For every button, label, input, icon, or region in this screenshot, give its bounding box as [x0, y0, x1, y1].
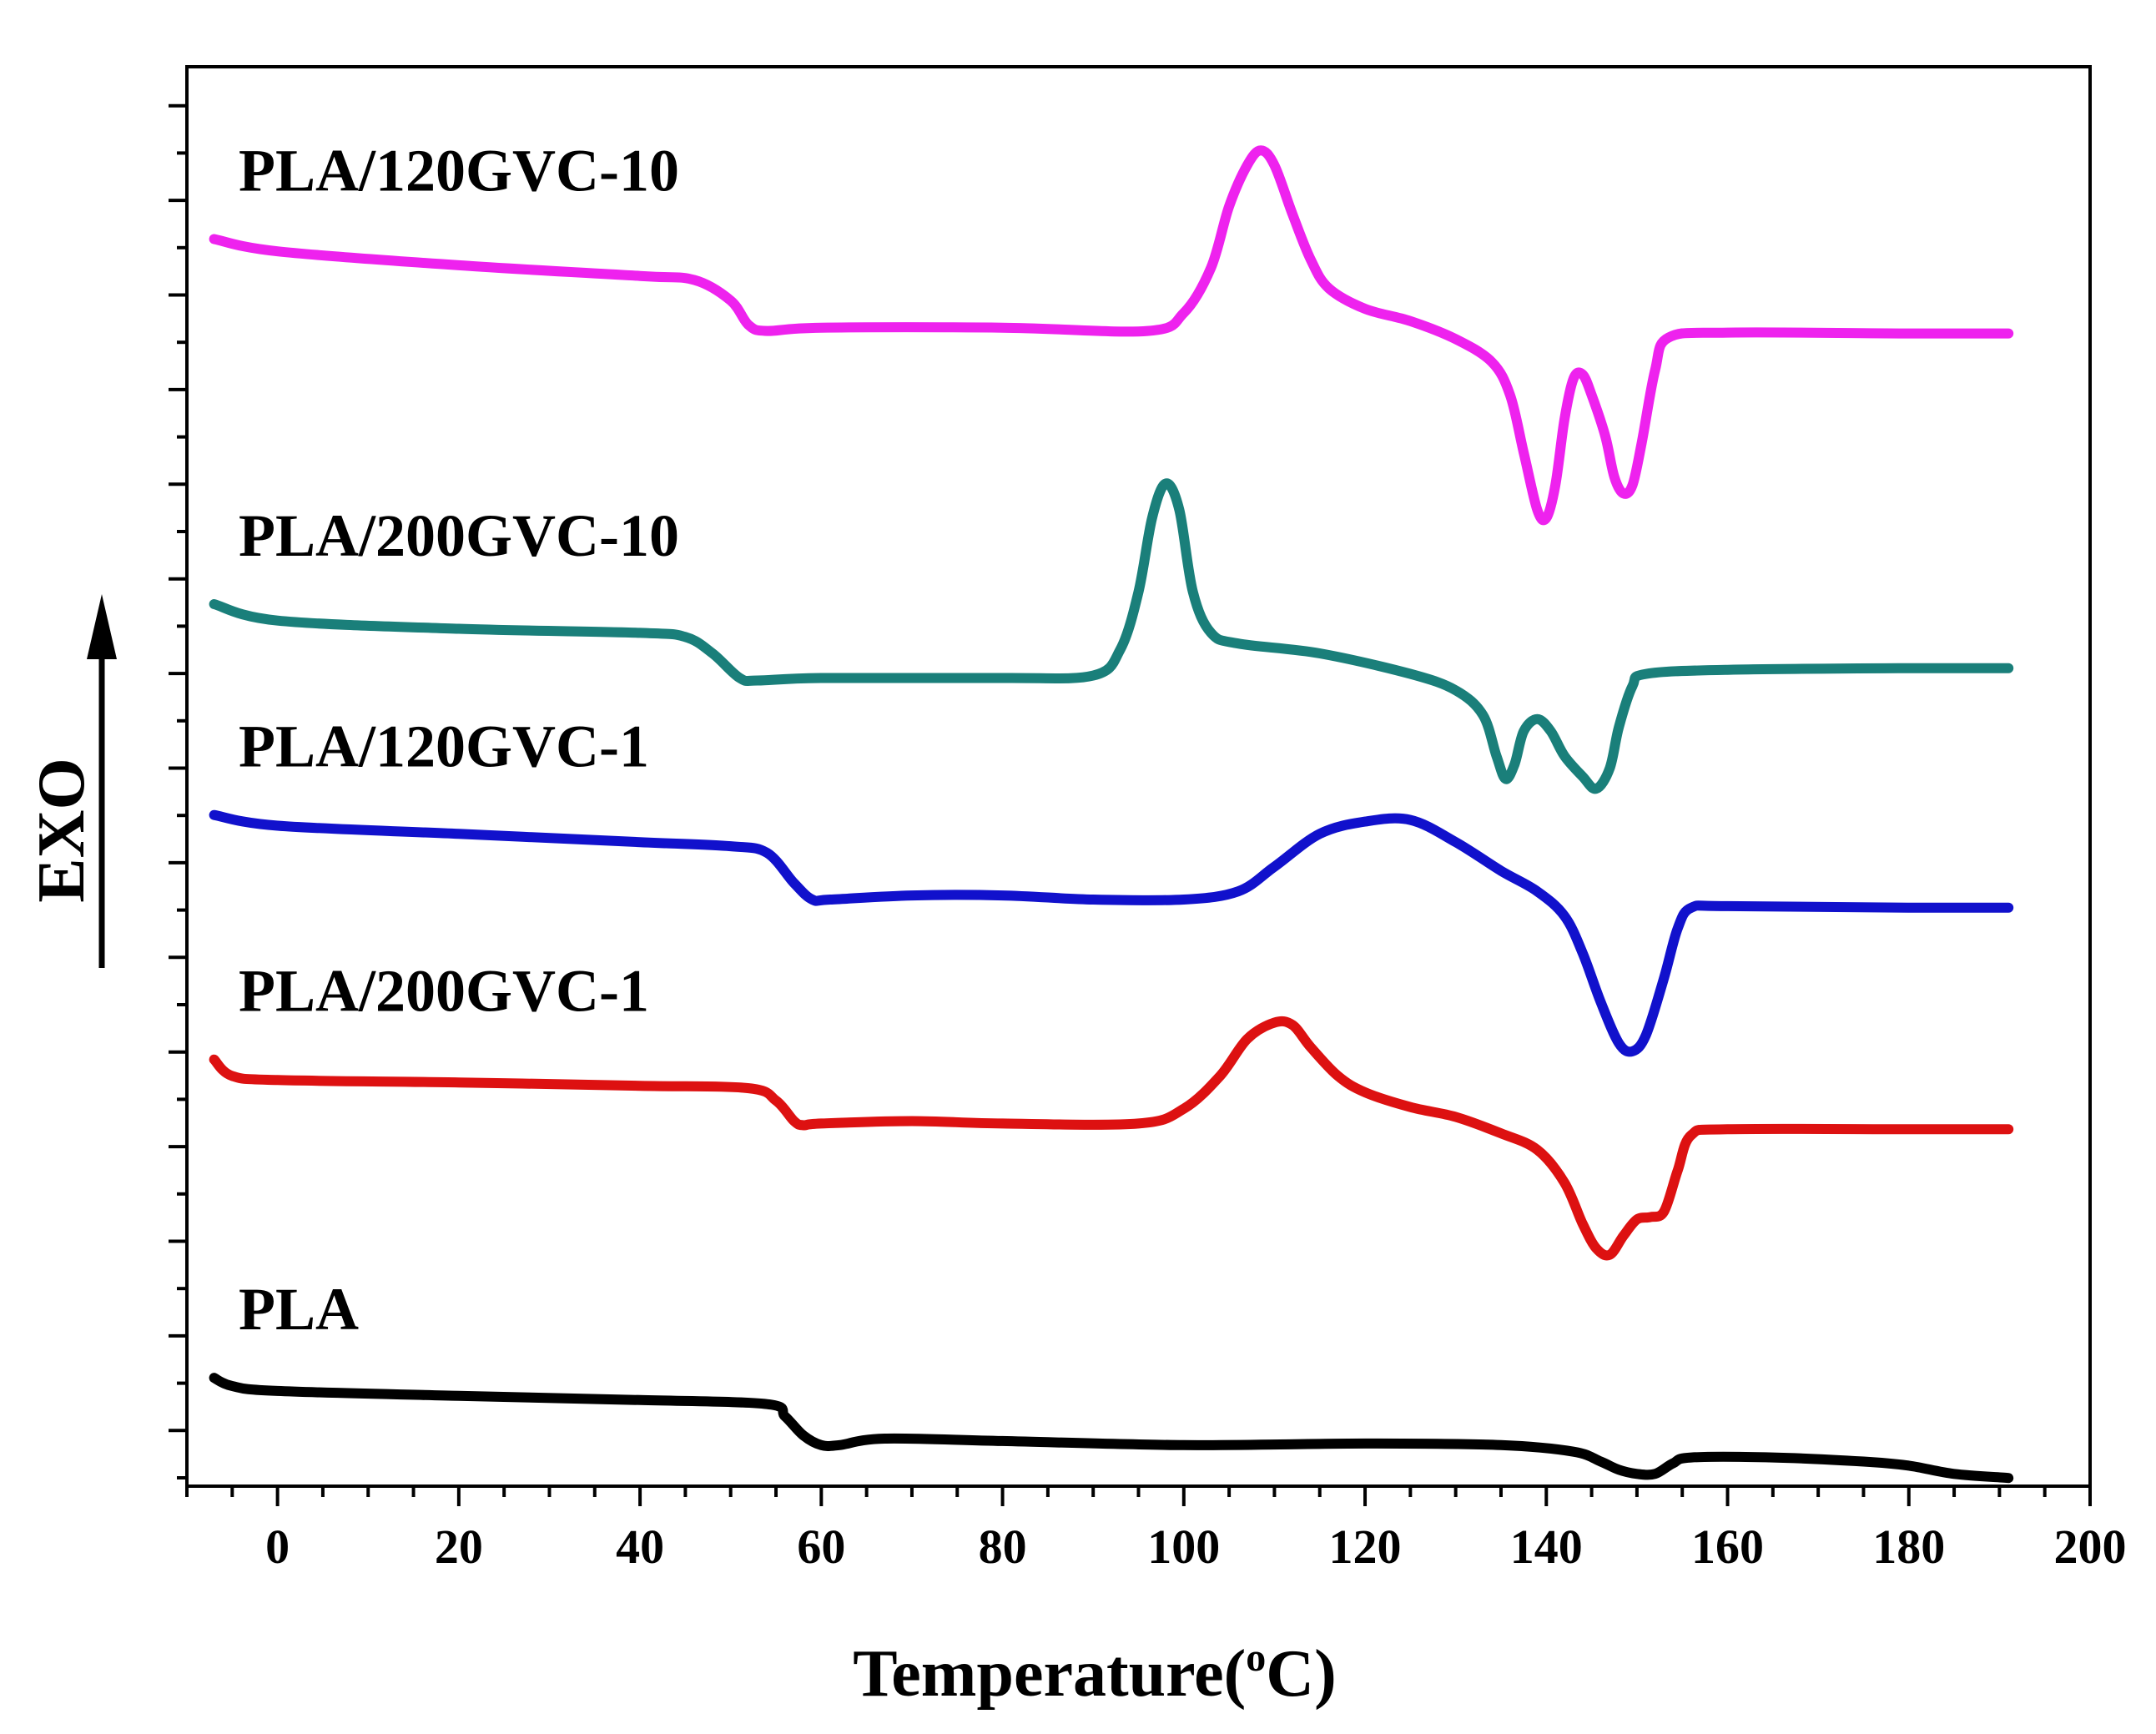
x-tick-label: 180	[1872, 1520, 1945, 1574]
y-axis-title: EXO	[25, 758, 98, 902]
x-tick-label: 80	[979, 1520, 1027, 1574]
series-label-pla-120gvc-1: PLA/120GVC-1	[239, 713, 649, 780]
exo-indicator: EXO	[25, 594, 117, 968]
x-axis-title: Temperature(oC)	[853, 1636, 1336, 1711]
series-line-pla-200gvc-1	[209, 1016, 2014, 1261]
series-line-pla	[209, 1373, 2014, 1484]
x-tick-label: 20	[435, 1520, 483, 1574]
x-tick-label: 200	[2054, 1520, 2127, 1574]
x-axis-title-superscript: o	[1246, 1636, 1266, 1680]
y-axis-ticks	[169, 103, 187, 1479]
exo-arrow-head	[87, 594, 117, 659]
series-labels: PLA/120GVC-10 PLA/200GVC-10 PLA/120GVC-1 PL…	[239, 137, 679, 1343]
x-axis-title-unit: C)	[1266, 1637, 1336, 1711]
series-curves	[209, 145, 2014, 1484]
series-label-pla-200gvc-10: PLA/200GVC-10	[239, 502, 679, 569]
x-tick-label: 100	[1147, 1520, 1220, 1574]
series-label-pla: PLA	[239, 1276, 359, 1343]
x-axis-tick-labels: 0 20 40 60 80 100 120 140 160 180 200	[265, 1520, 2126, 1574]
x-axis-title-main: Temperature(	[853, 1637, 1246, 1711]
series-line-pla-120gvc-1	[209, 809, 2014, 1057]
series-label-pla-200gvc-1: PLA/200GVC-1	[239, 958, 649, 1025]
series-line-pla-200gvc-10	[209, 478, 2014, 794]
x-tick-label: 140	[1510, 1520, 1583, 1574]
x-axis-ticks	[185, 1486, 2092, 1506]
x-tick-label: 0	[265, 1520, 290, 1574]
x-tick-label: 160	[1691, 1520, 1764, 1574]
series-label-pla-120gvc-10: PLA/120GVC-10	[239, 137, 679, 204]
x-tick-label: 60	[797, 1520, 845, 1574]
x-tick-label: 120	[1329, 1520, 1402, 1574]
series-line-pla-120gvc-10	[209, 145, 2014, 526]
x-tick-label: 40	[616, 1520, 664, 1574]
